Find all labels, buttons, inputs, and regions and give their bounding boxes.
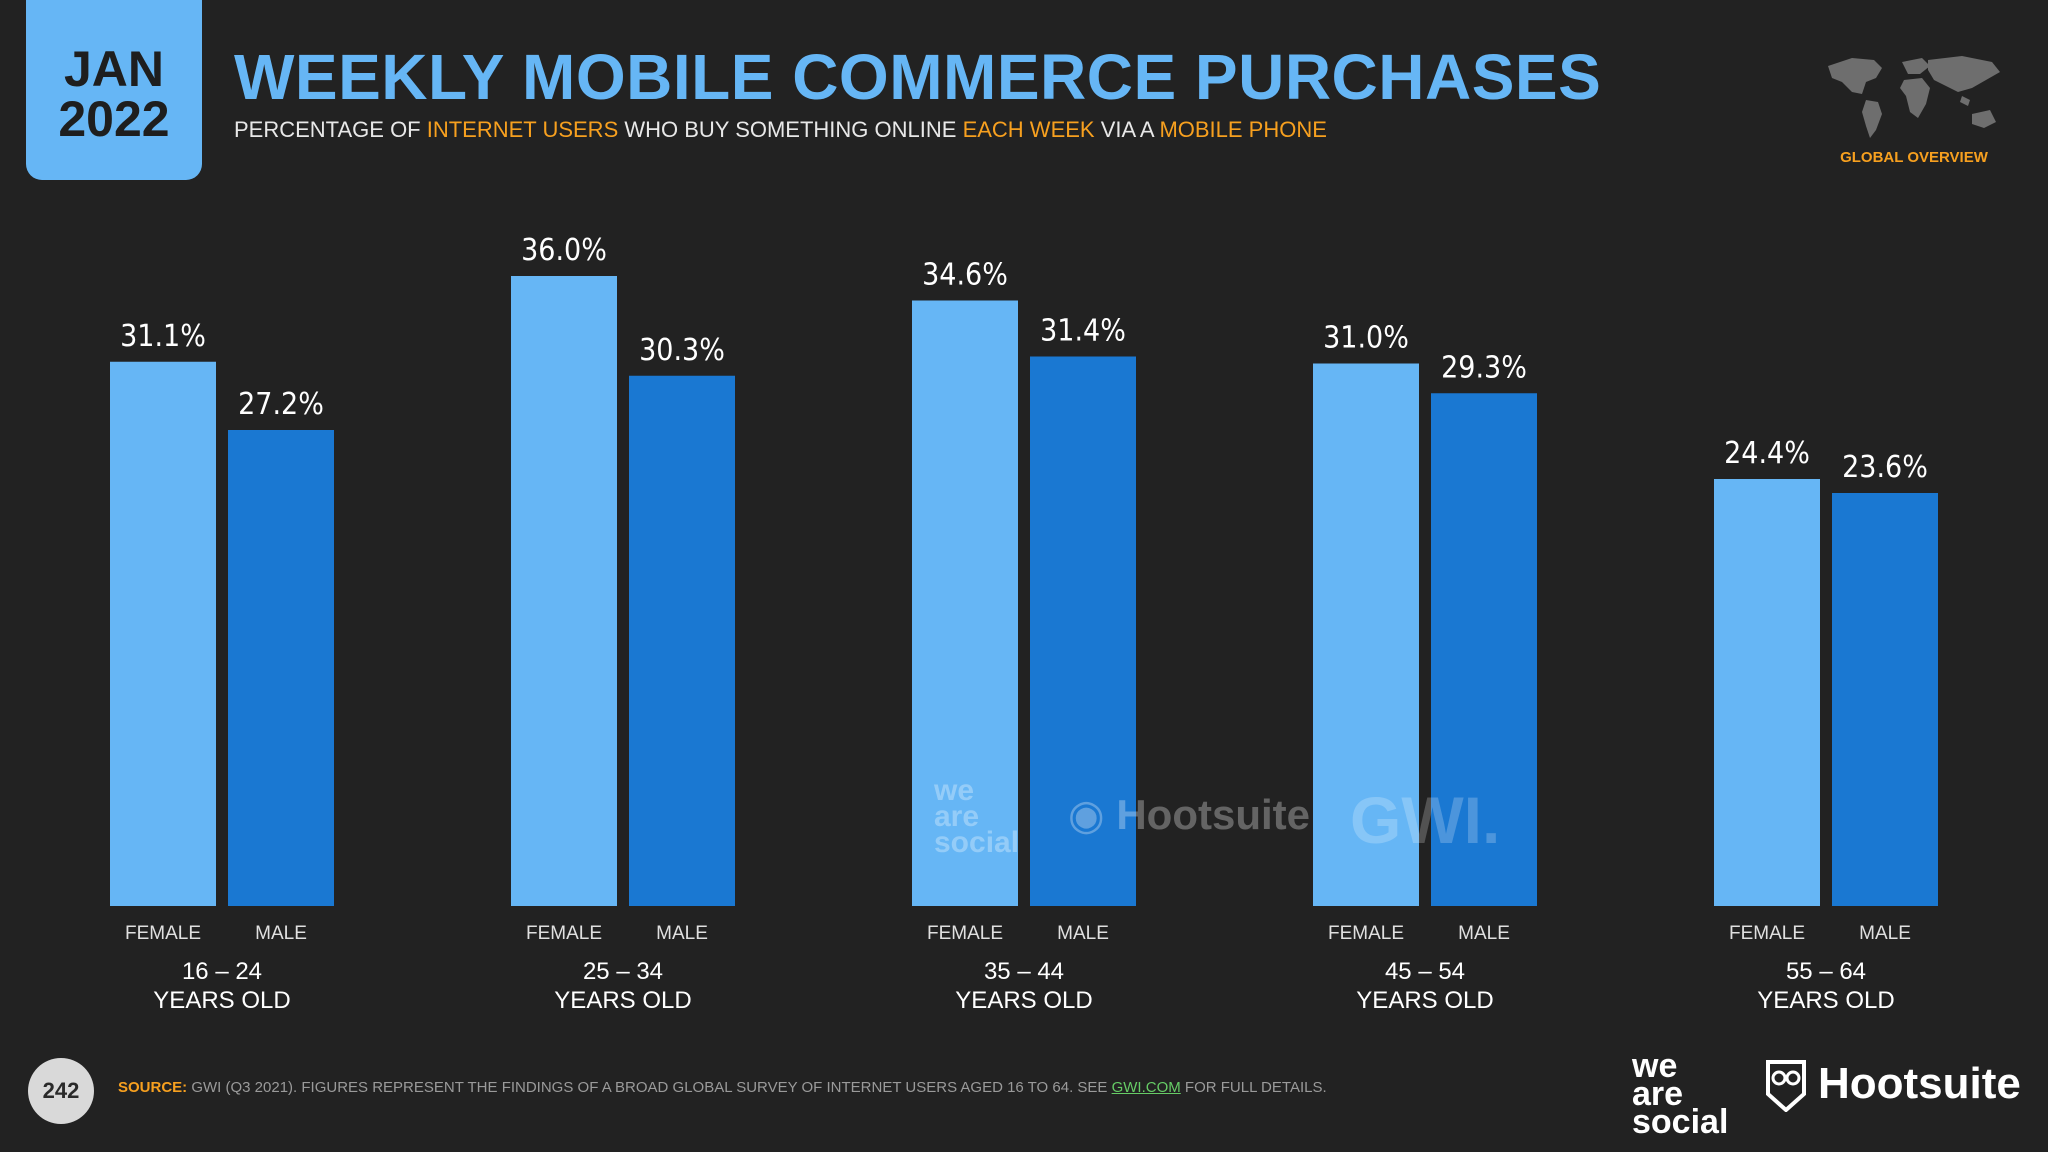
bar-female [1313,363,1419,906]
bar-value-label: 24.4% [1724,436,1810,471]
series-label-male: MALE [1859,923,1911,944]
bar-male [228,430,334,906]
source-label: SOURCE: [118,1079,188,1096]
date-year: 2022 [58,91,170,147]
page-title: WEEKLY MOBILE COMMERCE PURCHASES [234,41,1602,113]
bar-female [511,276,617,906]
subtitle-highlight-3: MOBILE PHONE [1159,117,1327,142]
brand-social: social [1632,1103,1729,1141]
subtitle-text-3: VIA A [1094,117,1160,142]
source-link[interactable]: GWI.COM [1111,1079,1181,1096]
page-subtitle: PERCENTAGE OF INTERNET USERS WHO BUY SOM… [234,117,1327,143]
date-month: JAN [63,41,165,97]
subtitle-highlight-1: INTERNET USERS [426,117,619,142]
brand-we: we [1632,1047,1678,1085]
category-label: 55 – 64 [1786,958,1866,985]
bar-male [1030,356,1136,906]
bar-value-label: 34.6% [922,258,1008,293]
bar-value-label: 31.0% [1323,321,1409,356]
category-suffix-label: YEARS OLD [153,987,290,1014]
category-suffix-label: YEARS OLD [1757,987,1894,1014]
bar-male [1832,493,1938,906]
category-label: 25 – 34 [583,958,663,985]
subtitle-text-1: PERCENTAGE OF [234,117,427,142]
subtitle-highlight-2: EACH WEEK [962,117,1095,142]
series-label-female: FEMALE [526,923,602,944]
category-label: 16 – 24 [182,958,262,985]
bar-female [110,361,216,906]
bar-value-label: 31.4% [1040,314,1126,349]
series-label-female: FEMALE [1328,923,1404,944]
category-suffix-label: YEARS OLD [554,987,691,1014]
bar-value-label: 30.3% [639,333,725,368]
hootsuite-logo: Hootsuite [1764,1056,2021,1112]
we-are-social-logo: we are social [1632,1047,1729,1141]
series-label-male: MALE [1057,923,1109,944]
category-label: 35 – 44 [984,958,1064,985]
series-label-female: FEMALE [927,923,1003,944]
bar-female [912,300,1018,906]
series-label-male: MALE [656,923,708,944]
source-note: SOURCE: GWI (Q3 2021). FIGURES REPRESENT… [118,1079,1327,1096]
bar-value-label: 31.1% [120,319,206,354]
bar-value-label: 29.3% [1441,350,1527,385]
world-map-icon [1822,52,2006,142]
region-label: GLOBAL OVERVIEW [1840,149,1988,166]
source-tail: FOR FULL DETAILS. [1180,1079,1327,1096]
category-label: 45 – 54 [1385,958,1465,985]
series-label-male: MALE [1458,923,1510,944]
brand-hootsuite: Hootsuite [1818,1059,2021,1108]
brand-are: are [1632,1075,1684,1113]
page-number: 242 [28,1058,94,1124]
series-label-male: MALE [255,923,307,944]
series-label-female: FEMALE [125,923,201,944]
date-badge: JAN 2022 [26,0,202,180]
bar-value-label: 27.2% [238,387,324,422]
bar-female [1714,479,1820,906]
bar-value-label: 36.0% [521,233,607,268]
source-text: GWI (Q3 2021). FIGURES REPRESENT THE FIN… [187,1079,1112,1096]
bar-male [1431,393,1537,906]
subtitle-text-2: WHO BUY SOMETHING ONLINE [618,117,963,142]
bar-male [629,375,735,906]
series-label-female: FEMALE [1729,923,1805,944]
bar-value-label: 23.6% [1842,450,1928,485]
owl-icon [1766,1060,1806,1112]
category-suffix-label: YEARS OLD [955,987,1092,1014]
category-suffix-label: YEARS OLD [1356,987,1493,1014]
